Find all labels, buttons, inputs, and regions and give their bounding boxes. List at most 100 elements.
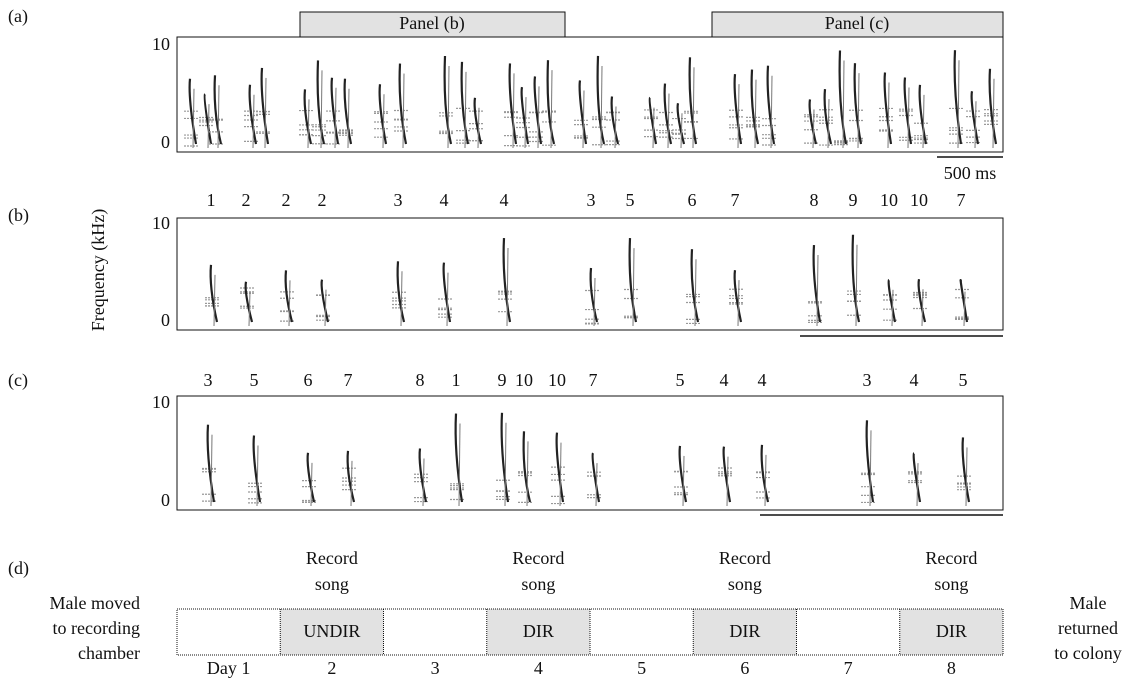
session-condition: UNDIR xyxy=(303,621,360,641)
session-note: song xyxy=(521,574,555,594)
syllable-trace xyxy=(842,60,845,149)
session-note: song xyxy=(728,574,762,594)
syllable-trace xyxy=(959,279,969,323)
syllable-label: 7 xyxy=(589,370,598,390)
syllable-trace xyxy=(446,272,449,327)
syllable-trace xyxy=(823,88,833,145)
syllable-trace xyxy=(965,447,968,507)
syllable-trace xyxy=(307,99,310,149)
syllable-label: 4 xyxy=(440,190,449,210)
syllable-trace xyxy=(522,431,532,503)
syllable-trace xyxy=(508,63,518,145)
syllable-trace xyxy=(460,61,470,145)
timeline: Day 1 2 3 4 5 6 7 8 UNDIR Record song DIR Record song… xyxy=(50,548,1122,678)
syllable-trace xyxy=(500,412,510,503)
syllable-trace xyxy=(827,99,830,149)
session-condition: DIR xyxy=(523,621,554,641)
left-note: chamber xyxy=(78,643,140,663)
syllable-trace xyxy=(593,278,596,327)
syllable-trace xyxy=(596,55,606,145)
session-note: song xyxy=(315,574,349,594)
syllable-trace xyxy=(252,435,262,503)
syllable-trace xyxy=(970,91,980,145)
syllable-label: 2 xyxy=(242,190,251,210)
syllable-trace xyxy=(891,289,894,327)
syllable-trace xyxy=(306,452,316,503)
syllable-trace xyxy=(726,456,729,507)
syllable-trace xyxy=(422,458,425,507)
syllable-trace xyxy=(591,452,601,503)
session-cell xyxy=(486,609,590,655)
syllable-trace xyxy=(188,78,198,145)
syllable-trace xyxy=(213,274,216,327)
spectrogram-frame xyxy=(176,217,1004,331)
syllable-trace xyxy=(207,104,210,149)
syllable-label: 3 xyxy=(587,190,596,210)
syllable-trace xyxy=(600,65,603,149)
panel-label: (a) xyxy=(8,6,28,27)
y-axis-title: Frequency (kHz) xyxy=(88,209,109,331)
syllable-trace xyxy=(770,75,773,149)
inset-label: Panel (c) xyxy=(825,13,889,34)
syllable-trace xyxy=(733,269,743,323)
syllable-trace xyxy=(398,63,408,145)
syllable-trace xyxy=(524,97,527,149)
syllable-trace xyxy=(688,57,698,145)
syllable-trace xyxy=(917,278,927,323)
spectrogram-art xyxy=(184,50,998,507)
session-note: song xyxy=(934,574,968,594)
syllable-label: 4 xyxy=(720,370,729,390)
syllable-trace xyxy=(589,267,599,323)
syllable-trace xyxy=(722,446,732,503)
day-label: 5 xyxy=(637,658,646,678)
syllable-trace xyxy=(648,96,658,145)
right-note: returned xyxy=(1058,618,1118,638)
syllable-trace xyxy=(334,87,337,149)
syllable-trace xyxy=(288,280,291,327)
panel-label: (d) xyxy=(8,558,29,579)
syllable-trace xyxy=(764,454,767,507)
syllable-trace xyxy=(760,444,770,503)
panel-label: (b) xyxy=(8,205,29,226)
syllable-trace xyxy=(812,244,822,323)
syllable-label: 10 xyxy=(910,190,928,210)
syllable-trace xyxy=(869,430,872,507)
syllable-trace xyxy=(252,94,255,149)
syllable-trace xyxy=(400,271,403,327)
day-label: 4 xyxy=(534,658,543,678)
syllable-trace xyxy=(526,441,529,507)
syllable-trace xyxy=(320,70,323,149)
syllable-trace xyxy=(555,432,565,503)
day-label: 6 xyxy=(740,658,749,678)
session-cell xyxy=(899,609,1003,655)
syllable-trace xyxy=(667,93,670,149)
panel-label: (c) xyxy=(8,370,28,391)
inset-box xyxy=(711,11,1004,38)
syllable-trace xyxy=(537,86,540,149)
syllable-trace xyxy=(737,280,740,327)
syllable-trace xyxy=(473,97,483,145)
syllable-label: 8 xyxy=(810,190,819,210)
syllable-trace xyxy=(464,71,467,149)
syllable-trace xyxy=(443,55,453,145)
syllable-trace xyxy=(957,60,960,149)
syllable-trace xyxy=(442,262,452,323)
syllable-trace xyxy=(350,460,353,507)
syllable-trace xyxy=(418,448,428,503)
day-label: 3 xyxy=(431,658,440,678)
y-axis-label: 0 xyxy=(161,132,170,152)
syllable-label: 10 xyxy=(548,370,566,390)
syllable-trace xyxy=(883,72,893,145)
syllable-trace xyxy=(682,455,685,507)
syllable-trace xyxy=(303,89,313,145)
syllable-label: 7 xyxy=(344,370,353,390)
syllable-trace xyxy=(988,68,998,145)
syllable-trace xyxy=(632,248,635,327)
syllable-trace xyxy=(402,73,405,149)
syllable-trace xyxy=(447,65,450,149)
syllable-trace xyxy=(694,259,697,327)
syllable-trace xyxy=(320,279,330,323)
syllable-trace xyxy=(347,88,350,149)
syllable-trace xyxy=(961,437,971,503)
syllable-trace xyxy=(652,107,655,149)
